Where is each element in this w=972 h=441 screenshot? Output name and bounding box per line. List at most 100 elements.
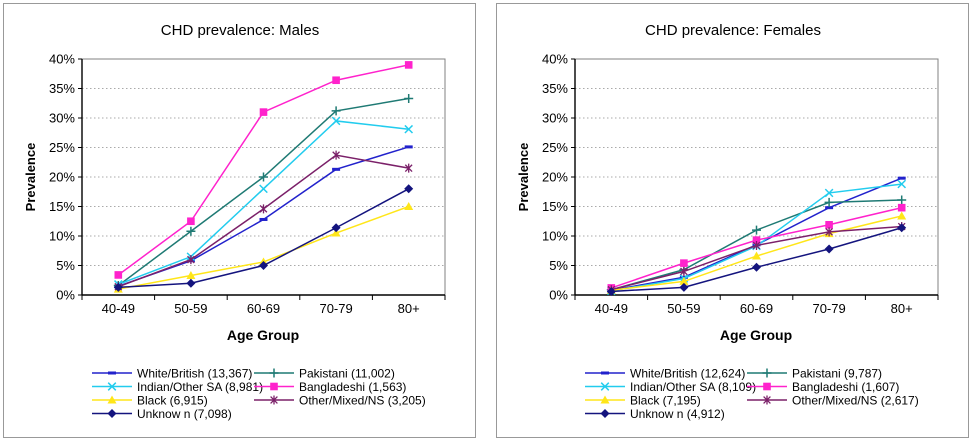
data-point-marker xyxy=(404,145,413,149)
legend-label: White/British (12,624) xyxy=(630,367,745,381)
x-tick-label: 40-49 xyxy=(102,301,135,316)
data-point-marker xyxy=(752,240,761,250)
legend-item: White/British (13,367) xyxy=(92,367,252,381)
x-tick-label: 40-49 xyxy=(595,301,628,316)
data-point-marker xyxy=(404,124,414,134)
data-point-marker xyxy=(259,204,268,214)
legend-label: Pakistani (9,787) xyxy=(792,367,882,381)
legend-label: Bangladeshi (1,607) xyxy=(792,380,899,394)
legend-label: White/British (13,367) xyxy=(137,367,252,381)
x-tick-label: 80+ xyxy=(398,301,420,316)
data-point-marker xyxy=(825,227,833,237)
data-point-marker xyxy=(187,255,195,265)
data-point-marker xyxy=(331,116,341,126)
males-chart-svg: CHD prevalence: Males Prevalence Age Gro… xyxy=(23,22,446,421)
y-tick-label: 30% xyxy=(542,111,568,126)
data-point-marker xyxy=(332,167,341,171)
legend-item: Unknow n (4,912) xyxy=(585,407,725,421)
data-point-marker xyxy=(186,226,196,236)
chart-title: CHD prevalence: Females xyxy=(645,22,821,39)
y-tick-label: 0% xyxy=(56,288,75,303)
data-point-marker xyxy=(259,184,268,194)
data-point-marker xyxy=(404,163,413,173)
y-axis-title: Prevalence xyxy=(23,143,38,212)
x-tick-label: 70-79 xyxy=(319,301,352,316)
legend-item: Bangladeshi (1,563) xyxy=(254,380,406,394)
data-point-marker xyxy=(679,276,689,285)
data-point-marker xyxy=(606,286,616,296)
data-point-marker xyxy=(113,282,123,292)
y-tick-label: 15% xyxy=(542,199,568,214)
data-point-marker xyxy=(897,195,907,205)
y-tick-label: 15% xyxy=(49,199,75,214)
data-point-marker xyxy=(897,211,907,220)
series-line xyxy=(117,64,409,276)
plot-area: 0% 5% 10% 15% 20% 25% 30% 35% 40% 40-49 50-59 60-69… xyxy=(542,52,939,421)
x-axis-title: Age Group xyxy=(720,327,792,343)
data-point-marker xyxy=(259,172,268,182)
data-point-marker xyxy=(824,244,834,254)
data-point-marker xyxy=(114,271,123,279)
data-point-marker xyxy=(404,202,414,210)
y-tick-label: 0% xyxy=(549,288,568,303)
data-point-marker xyxy=(763,395,771,405)
legend-item: Other/Mixed/NS (2,617) xyxy=(747,394,919,408)
legend-item: Pakistani (9,787) xyxy=(747,367,882,381)
data-point-marker xyxy=(332,150,340,160)
data-point-marker xyxy=(404,184,414,194)
x-tick-label: 50-59 xyxy=(174,301,207,316)
data-point-marker xyxy=(601,371,609,375)
plot-area: 0% 5% 10% 15% 20% 25% 30% 35% 40% 40-49 50-59 60-69… xyxy=(49,52,446,421)
series-4 xyxy=(606,211,907,294)
data-point-marker xyxy=(270,395,278,405)
chart-panel-females: CHD prevalence: Females Prevalence Age G… xyxy=(496,3,969,438)
data-point-marker xyxy=(107,409,117,418)
females-chart-svg: CHD prevalence: Females Prevalence Age G… xyxy=(516,22,939,421)
legend-label: Unknow n (7,098) xyxy=(137,407,232,421)
x-tick-label: 60-69 xyxy=(740,301,773,316)
y-tick-label: 20% xyxy=(49,170,75,185)
data-point-marker xyxy=(259,217,268,221)
y-tick-label: 40% xyxy=(542,52,568,67)
legend-item: Black (6,915) xyxy=(92,394,208,408)
data-point-marker xyxy=(825,220,833,229)
series-line xyxy=(118,188,410,289)
data-point-marker xyxy=(331,228,341,237)
legend-label: Bangladeshi (1,563) xyxy=(299,380,406,394)
data-point-marker xyxy=(259,261,268,270)
data-point-marker xyxy=(600,409,610,418)
y-tick-label: 35% xyxy=(49,81,75,96)
data-point-marker xyxy=(825,206,834,210)
y-tick-label: 25% xyxy=(542,140,568,155)
y-tick-label: 10% xyxy=(49,229,75,244)
legend-item: Indian/Other SA (8,981) xyxy=(92,380,263,394)
x-axis-title: Age Group xyxy=(227,327,299,343)
data-point-marker xyxy=(332,76,340,85)
data-point-marker xyxy=(680,259,688,267)
y-tick-label: 20% xyxy=(542,170,568,185)
data-point-marker xyxy=(752,251,761,260)
x-tick-label: 80+ xyxy=(891,301,913,316)
data-point-marker xyxy=(763,382,771,391)
data-point-marker xyxy=(108,371,116,375)
y-tick-label: 10% xyxy=(542,229,568,244)
data-point-marker xyxy=(897,179,907,189)
data-point-marker xyxy=(269,368,279,378)
data-point-marker xyxy=(897,203,906,212)
data-point-marker xyxy=(752,262,761,272)
chart-title: CHD prevalence: Males xyxy=(161,22,319,39)
series-6 xyxy=(113,184,414,292)
data-point-marker xyxy=(331,106,341,116)
data-point-marker xyxy=(186,271,196,280)
legend-label: Other/Mixed/NS (2,617) xyxy=(792,394,919,408)
legend-item: White/British (12,624) xyxy=(585,367,745,381)
data-point-marker xyxy=(107,382,117,391)
legend-item: Other/Mixed/NS (3,205) xyxy=(254,394,426,408)
data-point-marker xyxy=(600,382,610,391)
chart-panel-males: CHD prevalence: Males Prevalence Age Gro… xyxy=(3,3,476,438)
data-point-marker xyxy=(752,236,761,244)
data-point-marker xyxy=(680,266,688,276)
legend-label: Pakistani (11,002) xyxy=(299,367,395,381)
data-point-marker xyxy=(824,197,834,207)
